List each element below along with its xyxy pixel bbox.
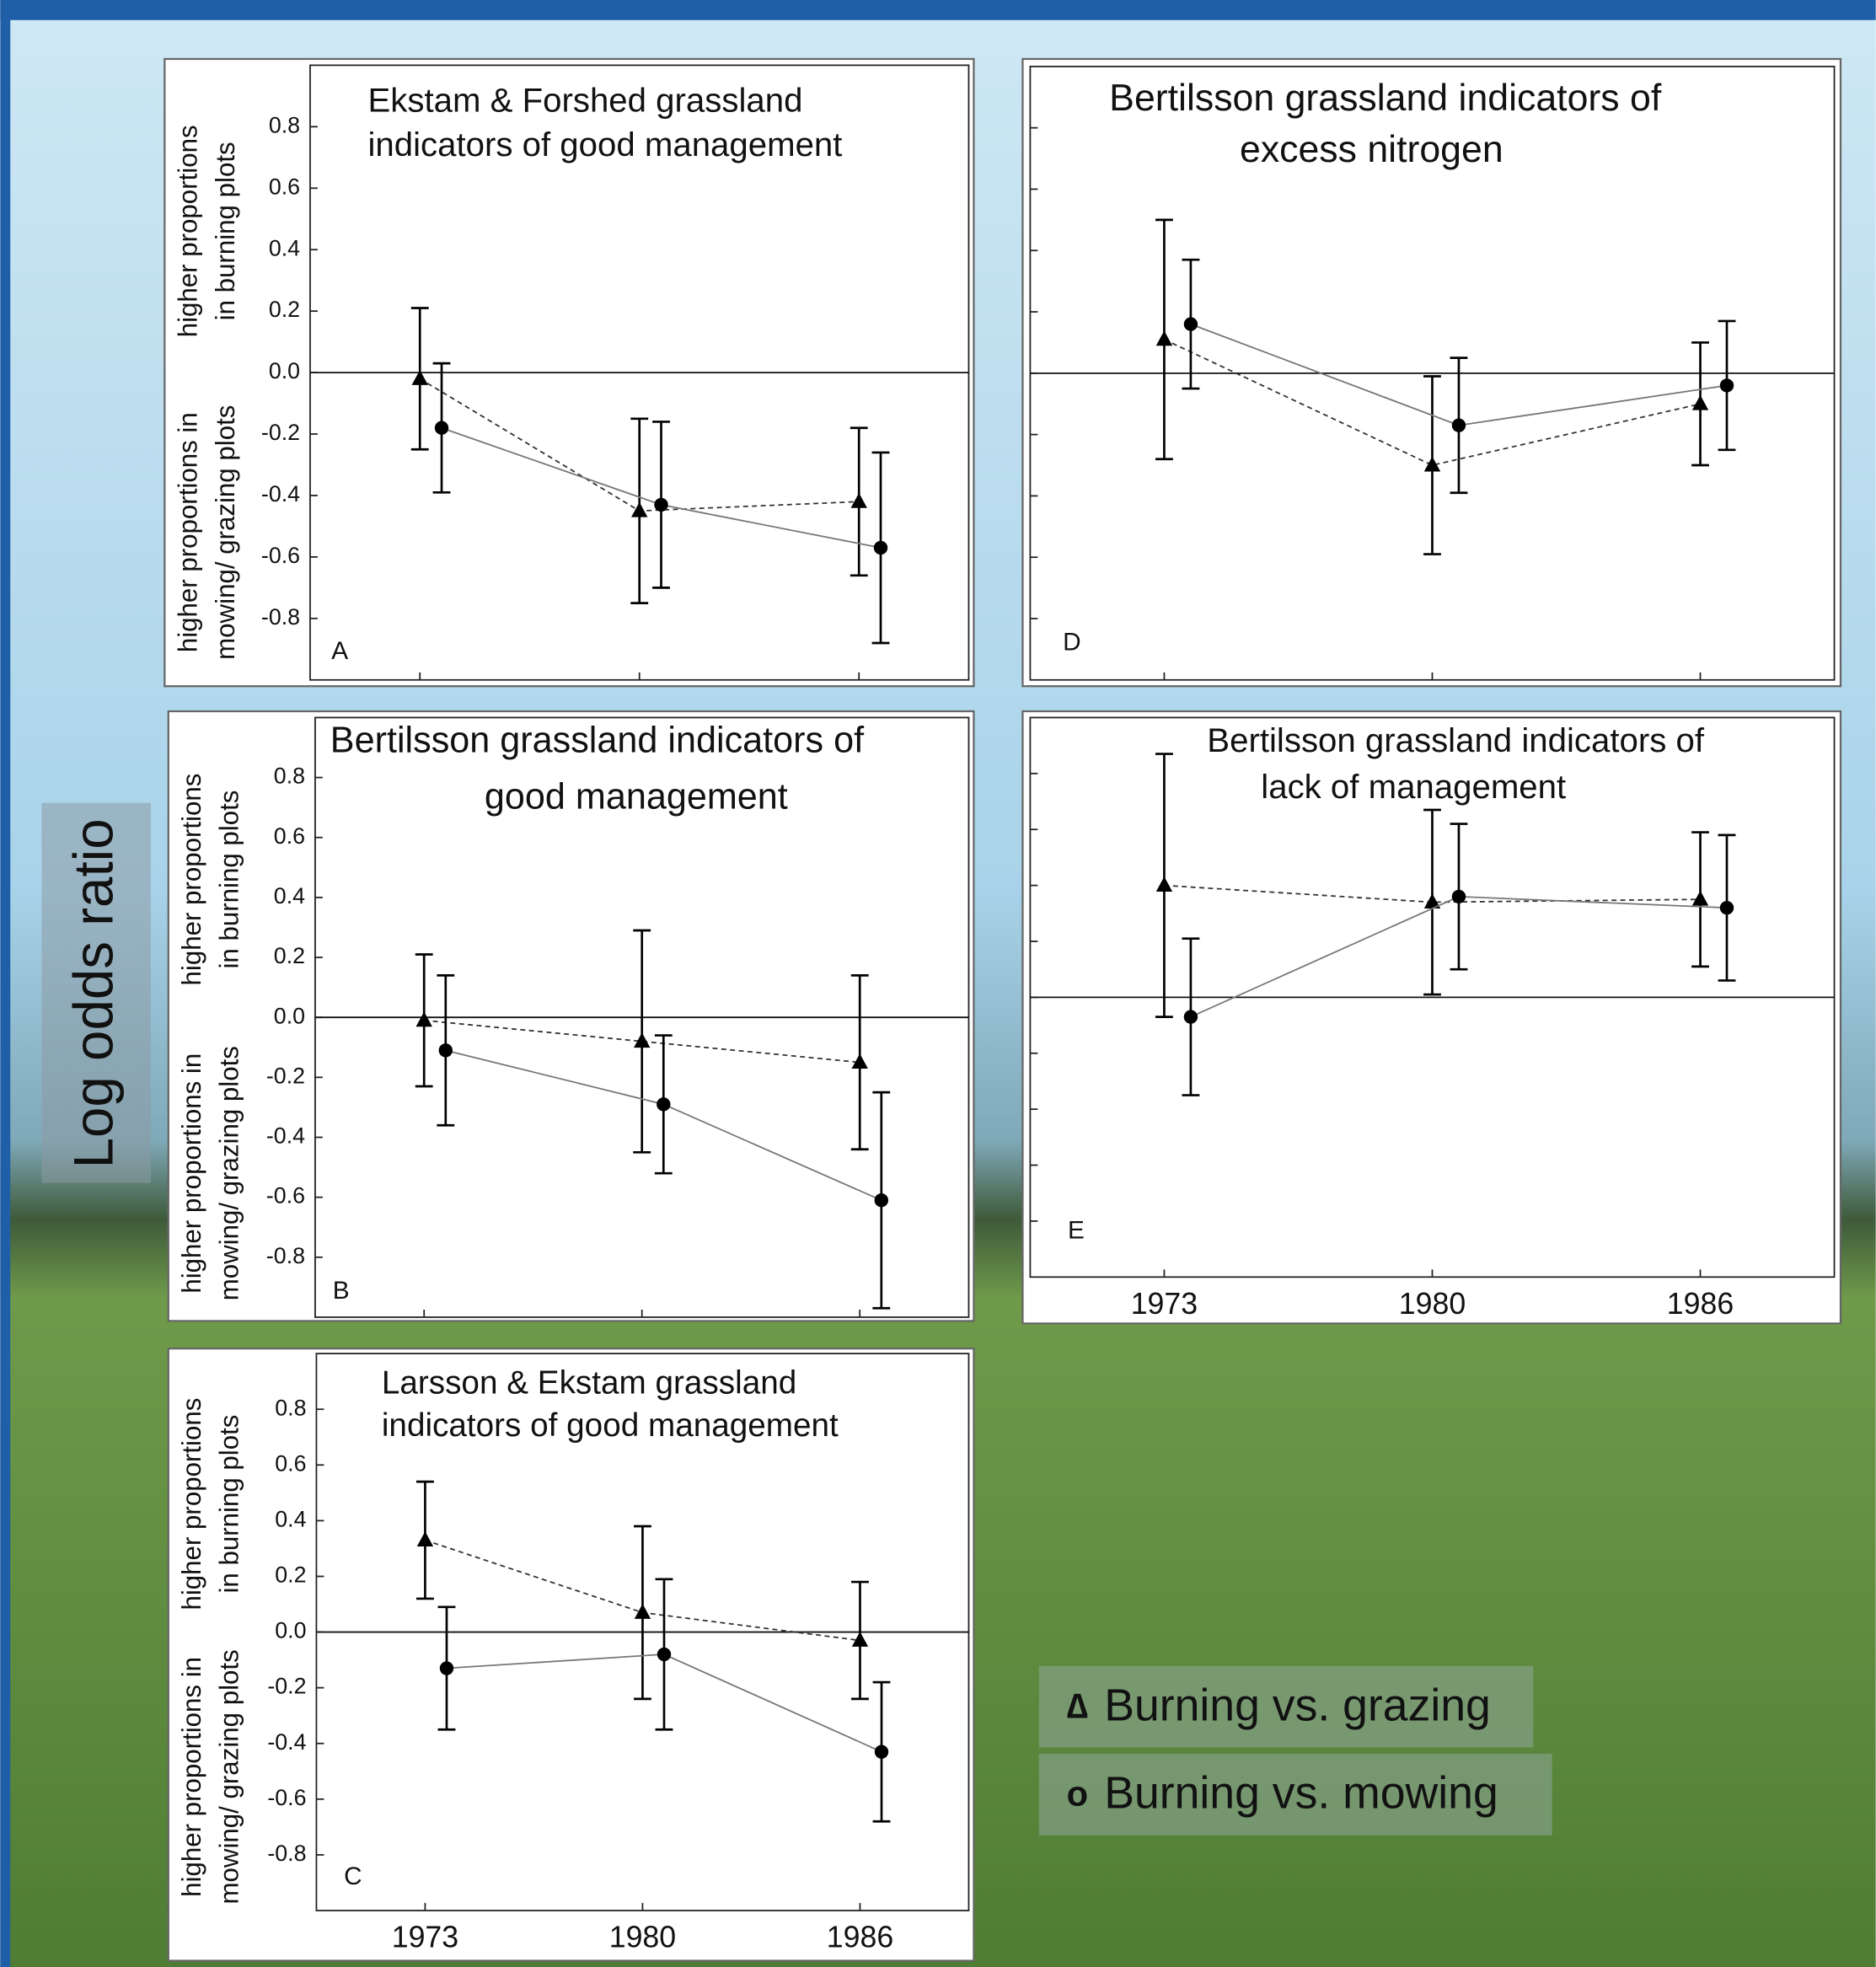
y-tick-label: 0.0 bbox=[274, 1003, 305, 1028]
x-tick-label: 1980 bbox=[1399, 1287, 1466, 1321]
panel-title: Bertilsson grassland indicators of bbox=[1109, 78, 1662, 119]
y-tick-label: 0.4 bbox=[269, 235, 300, 260]
panel-letter: D bbox=[1063, 628, 1081, 656]
panel-title: lack of management bbox=[1261, 768, 1566, 806]
x-tick-label: 1980 bbox=[609, 1921, 676, 1954]
y-tick-label: -0.8 bbox=[267, 1841, 306, 1866]
x-tick-label: 1986 bbox=[1667, 1287, 1734, 1321]
y-tick-label: -0.6 bbox=[267, 1785, 306, 1810]
y-tick-label: -0.8 bbox=[266, 1243, 305, 1268]
y-tick-label: -0.4 bbox=[267, 1729, 306, 1755]
y-tick-label: -0.4 bbox=[261, 481, 300, 506]
panel-title: Bertilsson grassland indicators of bbox=[330, 721, 865, 761]
x-tick-label: 1973 bbox=[392, 1921, 458, 1954]
y-axis-label: higher proportions bbox=[173, 125, 202, 337]
marker-circle bbox=[439, 1043, 453, 1057]
y-tick-label: -0.8 bbox=[261, 604, 300, 630]
y-axis-label: mowing/ grazing plots bbox=[214, 1649, 244, 1904]
page: {"chart_data": [ {"type": "errorbar", "p… bbox=[0, 0, 1876, 1967]
panel-letter: E bbox=[1068, 1217, 1085, 1245]
x-tick-label: 1973 bbox=[1131, 1287, 1198, 1321]
y-tick-label: 0.8 bbox=[274, 764, 305, 789]
panel-letter: B bbox=[333, 1277, 350, 1305]
marker-circle bbox=[875, 1193, 888, 1207]
marker-circle bbox=[1452, 419, 1466, 432]
y-tick-label: 0.6 bbox=[275, 1450, 306, 1476]
marker-circle bbox=[1184, 1010, 1198, 1023]
marker-circle bbox=[1720, 378, 1734, 392]
y-tick-label: -0.6 bbox=[261, 543, 300, 568]
panel-letter: A bbox=[331, 637, 348, 665]
y-axis-label: higher proportions in bbox=[177, 1657, 206, 1897]
marker-circle bbox=[654, 498, 667, 512]
marker-circle bbox=[435, 421, 448, 435]
y-tick-label: -0.2 bbox=[267, 1674, 306, 1699]
y-tick-label: 0.0 bbox=[269, 358, 300, 383]
marker-circle bbox=[1452, 890, 1466, 903]
y-tick-label: -0.6 bbox=[266, 1183, 305, 1209]
marker-circle bbox=[1720, 901, 1734, 914]
y-axis-label: mowing/ grazing plots bbox=[211, 405, 240, 660]
y-tick-label: 0.2 bbox=[275, 1562, 306, 1588]
y-axis-label: in burning plots bbox=[214, 1415, 244, 1594]
panel-title: good management bbox=[485, 777, 788, 817]
top-border bbox=[0, 0, 1875, 20]
legend-label: Burning vs. grazing bbox=[1104, 1680, 1491, 1731]
marker-circle bbox=[874, 541, 887, 555]
marker-circle bbox=[657, 1097, 670, 1111]
y-tick-label: -0.2 bbox=[266, 1063, 305, 1088]
y-tick-label: 0.8 bbox=[269, 112, 300, 137]
y-axis-label: in burning plots bbox=[214, 791, 244, 969]
left-border bbox=[0, 0, 10, 1967]
y-tick-label: 0.0 bbox=[275, 1618, 306, 1643]
panel-title: Bertilsson grassland indicators of bbox=[1207, 721, 1705, 759]
y-tick-label: 0.6 bbox=[269, 174, 300, 199]
panel-title: excess nitrogen bbox=[1240, 129, 1503, 170]
global-y-label: Log odds ratio bbox=[63, 818, 125, 1168]
panel-letter: C bbox=[344, 1862, 362, 1890]
legend-label: Burning vs. mowing bbox=[1104, 1768, 1498, 1819]
y-tick-label: 0.4 bbox=[274, 883, 305, 908]
y-tick-label: -0.2 bbox=[261, 420, 300, 445]
y-axis-label: higher proportions in bbox=[177, 1053, 206, 1294]
slide: Log odds ratio 0.8 0.6 0.4 0.2 0.0 -0.2 -0.4 -0… bbox=[0, 0, 1876, 1967]
panel-title: indicators of good management bbox=[382, 1407, 839, 1444]
y-tick-label: 0.4 bbox=[275, 1506, 306, 1531]
marker-circle bbox=[440, 1661, 453, 1675]
y-axis-label: higher proportions bbox=[177, 774, 206, 986]
y-tick-label: -0.4 bbox=[266, 1123, 305, 1149]
y-axis-label: higher proportions bbox=[177, 1398, 206, 1611]
y-tick-label: 0.6 bbox=[274, 823, 305, 849]
y-axis-label: in burning plots bbox=[211, 142, 240, 320]
panel-title: Ekstam & Forshed grassland bbox=[367, 82, 802, 120]
y-axis-label: mowing/ grazing plots bbox=[214, 1046, 244, 1300]
x-tick-label: 1986 bbox=[827, 1921, 893, 1954]
y-axis-label: higher proportions in bbox=[173, 412, 202, 652]
panel-title: indicators of good management bbox=[367, 126, 842, 163]
legend-symbol: o bbox=[1067, 1774, 1088, 1814]
marker-circle bbox=[657, 1648, 671, 1661]
y-tick-label: 0.2 bbox=[274, 943, 305, 968]
panel-title: Larsson & Ekstam grassland bbox=[382, 1365, 796, 1402]
legend-symbol: ∆ bbox=[1067, 1686, 1089, 1725]
marker-circle bbox=[1184, 317, 1198, 330]
marker-circle bbox=[875, 1745, 888, 1758]
y-tick-label: 0.2 bbox=[269, 297, 300, 322]
y-tick-label: 0.8 bbox=[275, 1395, 306, 1420]
